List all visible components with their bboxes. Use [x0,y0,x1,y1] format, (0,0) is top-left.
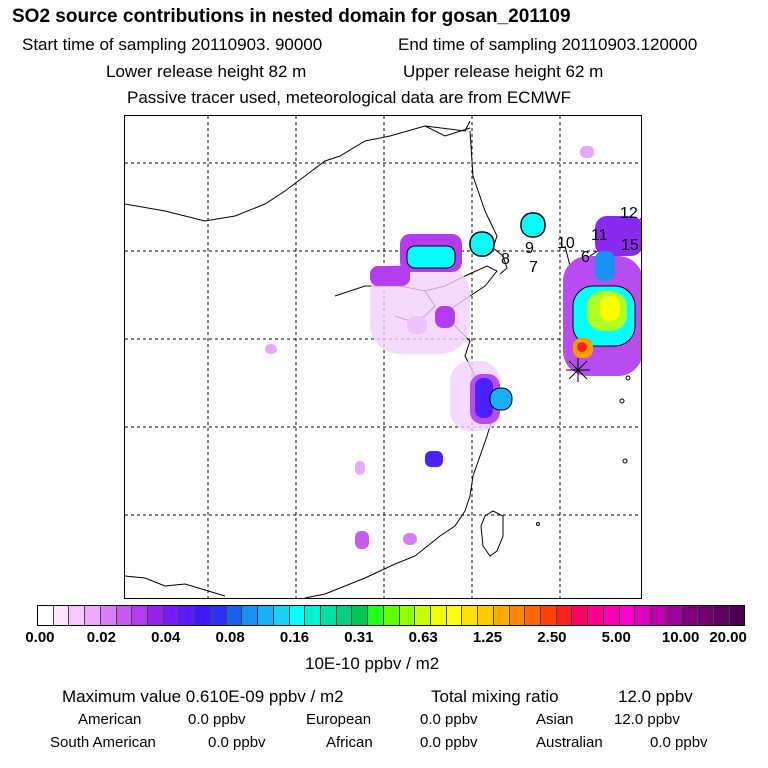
lower-release-text: Lower release height 82 m [106,62,307,81]
colorbar-tick-label: 1.25 [472,629,503,646]
colorbar-segment [148,606,164,625]
asterisk-icon [566,358,590,382]
colorbar-segment [682,606,699,625]
colorbar-segment [493,606,510,625]
colorbar-segment [478,606,494,625]
region-label-10: 10 [557,235,575,252]
source-value: 12.0 ppbv [614,711,680,728]
colorbar-segment [210,606,227,625]
colorbar-segment [430,606,447,625]
source-name: South American [50,734,156,751]
colorbar-tick-label: 0.00 [25,629,55,646]
source-name: Australian [536,734,603,751]
colorbar-segment [368,606,384,625]
region-label-6: 6 [581,249,590,266]
colorbar-segment [132,606,149,625]
colorbar-segment [556,606,573,625]
colorbar-segment [635,606,652,625]
colorbar-segment [525,606,541,625]
source-name: European [306,711,372,728]
colorbar-tick-label: 0.04 [151,629,181,646]
colorbar-segment [352,606,369,625]
colorbar-segment [273,606,290,625]
colorbar-segment [116,606,133,625]
colorbar-segment [226,606,243,625]
colorbar-segment [100,606,117,625]
colorbar-segment [603,606,620,625]
colorbar-tick-label: 20.00 [709,629,747,646]
colorbar-segment [53,606,70,625]
colorbar-segment [179,606,196,625]
source-value: 0.0 ppbv [420,734,478,751]
colorbar-segment [462,606,479,625]
colorbar-segment [258,606,274,625]
colorbar-segment [541,606,557,625]
colorbar-segment [698,606,714,625]
upper-release-text: Upper release height 62 m [403,62,604,81]
region-label-12: 12 [620,205,638,222]
total-mixing-label: Total mixing ratio [431,687,559,706]
colorbar-segment [651,606,667,625]
colorbar-tick-label: 0.16 [279,629,310,646]
colorbar-tick-label: 2.50 [537,629,567,646]
map-canvas: 12 11 15 10 9 6 8 7 [125,116,641,598]
colorbar-segment [195,606,211,625]
colorbar-segment [336,606,353,625]
colorbar-segment [619,606,636,625]
source-value: 0.0 ppbv [420,711,478,728]
concentration-plumes [265,146,641,549]
source-name: American [78,711,142,728]
colorbar-tick-label: 0.31 [344,629,374,646]
map-panel: 12 11 15 10 9 6 8 7 [124,115,642,599]
colorbar-tick-label: 5.00 [601,629,631,646]
region-label-8: 8 [501,251,510,268]
colorbar-tick-label: 0.63 [408,629,438,646]
end-time-text: End time of sampling 20110903.120000 [398,35,698,54]
colorbar-segment [320,606,337,625]
colorbar [37,605,745,626]
region-label-7: 7 [529,259,538,276]
colorbar-segment [38,606,54,625]
source-value: 0.0 ppbv [650,734,708,751]
source-value: 0.0 ppbv [208,734,266,751]
colorbar-segment [713,606,730,625]
colorbar-segment [666,606,683,625]
colorbar-segment [588,606,604,625]
colorbar-segment [415,606,431,625]
total-mixing-value: 12.0 ppbv [618,687,693,706]
colorbar-segment [305,606,321,625]
colorbar-tick-label: 0.02 [86,629,116,646]
colorbar-segment [289,606,306,625]
region-label-9: 9 [525,240,534,257]
max-value-text: Maximum value 0.610E-09 ppbv / m2 [62,687,344,706]
source-name: Asian [536,711,574,728]
colorbar-segment [163,606,180,625]
source-name: African [326,734,373,751]
colorbar-segment [69,606,86,625]
region-label-11: 11 [591,227,608,244]
region-label-15: 15 [621,237,639,254]
colorbar-segment [509,606,526,625]
colorbar-segment [85,606,101,625]
colorbar-tick-label: 0.08 [215,629,245,646]
page-title: SO2 source contributions in nested domai… [12,6,571,27]
colorbar-segment [729,606,745,625]
start-time-text: Start time of sampling 20110903. 90000 [22,35,323,54]
source-value: 0.0 ppbv [188,711,246,728]
map-grid [125,116,641,598]
tracer-note-text: Passive tracer used, meteorological data… [127,88,572,107]
colorbar-units: 10E-10 ppbv / m2 [305,654,440,673]
colorbar-segment [383,606,400,625]
colorbar-segment [399,606,416,625]
colorbar-segment [446,606,463,625]
colorbar-segment [242,606,259,625]
colorbar-tick-label: 10.00 [661,629,700,646]
colorbar-segment [572,606,589,625]
